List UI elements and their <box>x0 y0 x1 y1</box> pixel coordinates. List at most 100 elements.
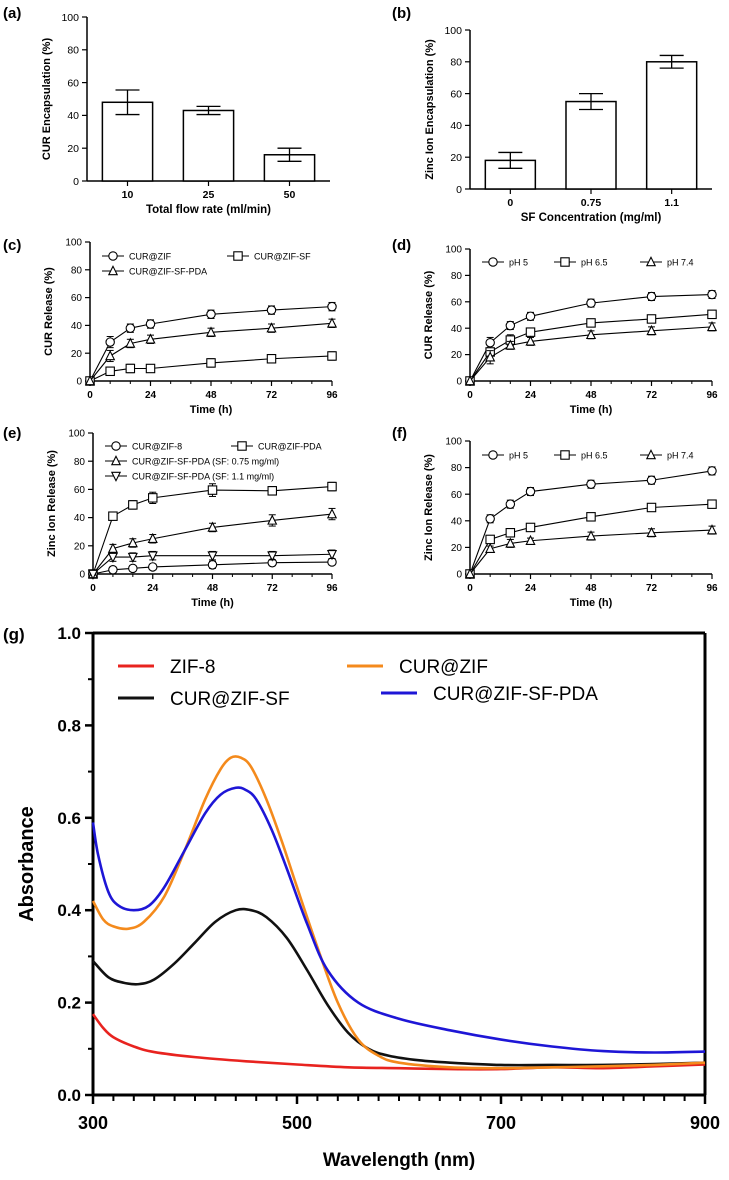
chart-a-y-tick-label: 40 <box>67 110 79 122</box>
data-point-e-2 <box>147 532 158 544</box>
data-point-d-1 <box>525 327 536 337</box>
data-point-d-1 <box>586 318 596 328</box>
chart-b-y-tick-label: 100 <box>444 25 462 37</box>
series-c-1 <box>85 351 337 386</box>
x-tick-label-b: 1.1 <box>664 197 679 209</box>
data-point-e-3 <box>267 551 278 562</box>
chart-b-y-tick-label: 0 <box>456 184 462 196</box>
series-line-g-0 <box>91 1013 706 1071</box>
x-tick-label-d: 24 <box>525 390 537 401</box>
y-tick-label-g: 0.4 <box>57 901 81 920</box>
bar-b-2 <box>645 61 698 190</box>
data-point-f-1 <box>586 512 596 522</box>
chart-f-y-tick-label: 60 <box>451 490 463 501</box>
y-tick-label-g: 0.2 <box>57 994 81 1013</box>
data-point-c-0 <box>145 319 156 329</box>
series-d-2 <box>464 320 718 386</box>
legend-marker <box>560 257 570 267</box>
legend-item-d-0: pH 5 <box>482 257 528 268</box>
legend-label: CUR@ZIF-SF <box>170 689 290 710</box>
legend-marker <box>108 251 118 261</box>
legend-item-c-1: CUR@ZIF-SF <box>227 251 311 262</box>
data-point-f-2 <box>485 542 496 553</box>
x-tick-label-c: 72 <box>266 390 278 401</box>
y-tick-label-g: 0.6 <box>57 809 81 828</box>
legend-marker <box>107 265 119 276</box>
chart-e-y-tick-label: 20 <box>74 541 86 552</box>
legend-label: ZIF-8 <box>170 657 215 678</box>
legend-item-e-0: CUR@ZIF-8 <box>105 441 182 452</box>
legend-marker <box>488 257 498 267</box>
data-point-c-0 <box>206 309 216 320</box>
series-line-g-2 <box>92 907 706 1067</box>
legend-item-f-0: pH 5 <box>482 450 528 461</box>
chart-e-y-tick-label: 60 <box>74 485 86 496</box>
y-axis-label-f: Zinc Ion Release (%) <box>423 454 435 561</box>
data-point-d-2 <box>706 320 718 332</box>
legend-label: CUR@ZIF-PDA <box>258 442 322 452</box>
data-point-f-1 <box>707 499 717 509</box>
data-point-e-3 <box>87 569 99 580</box>
data-point-e-3 <box>147 551 158 562</box>
x-tick-label-c: 48 <box>205 390 217 401</box>
series-f-2 <box>464 524 718 579</box>
series-c-2 <box>84 317 338 386</box>
chart-a-y-tick-label: 20 <box>67 143 79 155</box>
x-tick-label-e: 0 <box>90 583 96 594</box>
chart-d-y-tick-label: 20 <box>451 350 463 361</box>
legend-item-c-2: CUR@ZIF-SF-PDA <box>102 265 207 277</box>
data-point-e-2 <box>207 521 218 532</box>
series-f-1 <box>465 499 717 579</box>
panel-label-e: (e) <box>3 425 21 442</box>
data-point-e-0 <box>128 563 138 574</box>
data-point-c-0 <box>327 301 337 312</box>
data-point-c-1 <box>145 363 156 374</box>
legend-marker <box>233 251 243 261</box>
panel-label-g: (g) <box>3 625 25 644</box>
chart-f-y-tick-label: 20 <box>451 543 463 554</box>
data-point-c-0 <box>125 323 136 333</box>
data-point-c-1 <box>266 354 277 364</box>
x-tick-label-f: 96 <box>706 583 718 594</box>
data-point-f-1 <box>485 534 495 545</box>
x-tick-label-f: 72 <box>646 583 658 594</box>
legend-label: pH 5 <box>509 258 528 268</box>
data-point-e-1 <box>327 481 337 492</box>
data-point-d-2 <box>464 375 476 386</box>
bar-a-0 <box>101 101 154 182</box>
data-point-c-1 <box>105 366 115 377</box>
x-tick-label-c: 24 <box>145 390 157 401</box>
legend-item-g-2: CUR@ZIF-SF <box>118 689 290 710</box>
data-point-c-2 <box>145 333 156 344</box>
chart-d-y-tick-label: 40 <box>451 324 463 335</box>
data-point-f-0 <box>525 486 536 497</box>
legend-item-d-1: pH 6.5 <box>554 257 608 268</box>
x-tick-label-d: 0 <box>467 390 473 401</box>
data-point-f-2 <box>585 530 597 541</box>
chart-f-y-tick-label: 40 <box>451 516 463 527</box>
chart-c-y-tick-label: 60 <box>71 293 83 304</box>
data-point-e-2 <box>267 514 278 525</box>
data-point-e-0 <box>207 560 218 570</box>
x-tick-label-d: 48 <box>585 390 597 401</box>
y-tick-label-g: 0.0 <box>57 1086 81 1105</box>
legend-item-d-2: pH 7.4 <box>640 256 694 268</box>
series-e-3 <box>87 549 338 580</box>
chart-f-y-tick-label: 0 <box>456 570 462 581</box>
data-point-c-2 <box>326 317 338 328</box>
data-point-e-2 <box>326 508 338 519</box>
data-point-f-2 <box>464 568 476 579</box>
data-point-c-2 <box>125 337 136 348</box>
series-f-0 <box>465 466 717 579</box>
x-axis-label-a: Total flow rate (ml/min) <box>146 204 271 216</box>
data-point-f-2 <box>646 526 657 538</box>
x-tick-label-f: 48 <box>585 583 597 594</box>
chart-a-y-tick-label: 60 <box>67 77 79 89</box>
x-axis-label-b: SF Concentration (mg/ml) <box>521 212 662 224</box>
chart-b-y-tick-label: 60 <box>450 88 462 100</box>
chart-c-y-tick-label: 100 <box>65 238 82 249</box>
legend-label: CUR@ZIF <box>129 252 172 262</box>
legend-label: pH 7.4 <box>667 258 694 268</box>
legend-label: pH 6.5 <box>581 451 608 461</box>
chart-c-y-tick-label: 80 <box>71 265 83 276</box>
